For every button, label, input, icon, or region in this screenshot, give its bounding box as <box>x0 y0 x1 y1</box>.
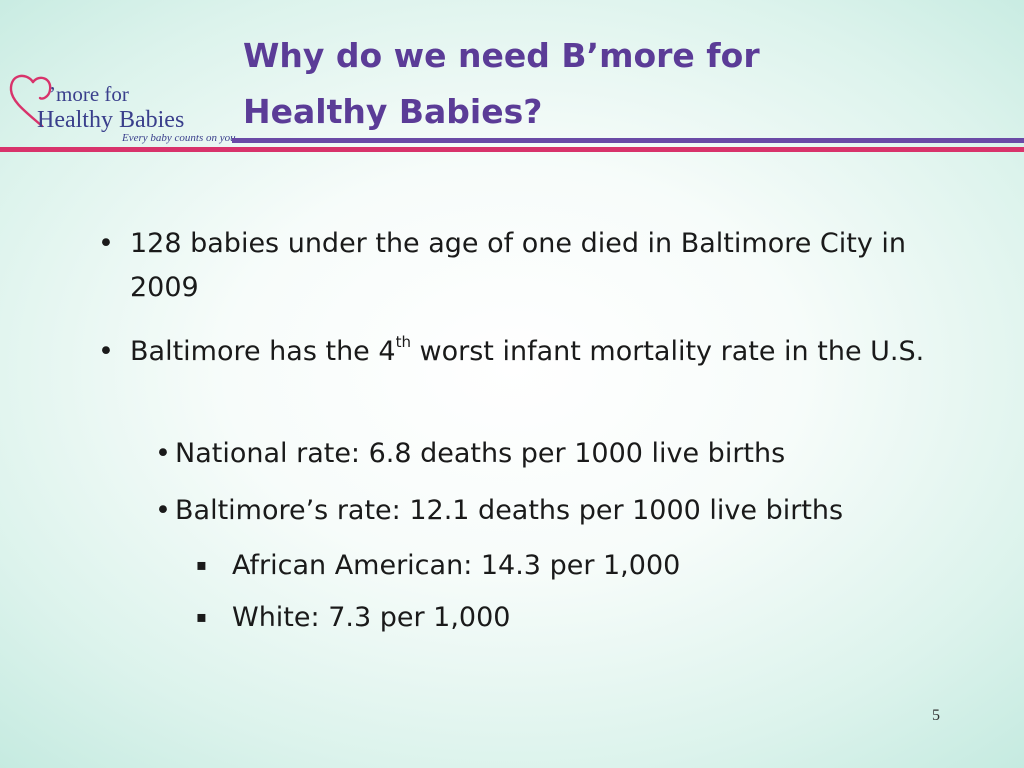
page-number: 5 <box>932 707 940 724</box>
bullet-marker: • <box>98 336 114 367</box>
bullet-2-text-after: worst infant mortality rate in the U.S. <box>410 336 925 367</box>
bullet-2-text: Baltimore has the 4th worst infant morta… <box>130 330 958 374</box>
sub-bullet-2: • Baltimore’s rate: 12.1 deaths per 1000 … <box>155 491 1015 531</box>
logo-text-healthy-babies: Healthy Babies <box>37 107 185 133</box>
bullet-2-text-before: Baltimore has the 4 <box>130 336 396 367</box>
logo: ’more for Healthy Babies Every baby coun… <box>6 70 236 150</box>
square-bullet-icon: ▪ <box>196 555 207 574</box>
sub-sub-bullet-2-text: White: 7.3 per 1,000 <box>232 602 511 633</box>
sub-bullet-1-text: National rate: 6.8 deaths per 1000 live … <box>175 438 786 469</box>
sub-sub-bullet-1: ▪ African American: 14.3 per 1,000 <box>196 545 996 586</box>
bullet-2-superscript: th <box>395 333 411 351</box>
sub-bullet-1: • National rate: 6.8 deaths per 1000 live… <box>155 434 1015 474</box>
bullet-1: • 128 babies under the age of one died i… <box>98 222 958 310</box>
title-rule-purple <box>232 138 1024 143</box>
sub-sub-bullet-1-text: African American: 14.3 per 1,000 <box>232 550 681 581</box>
square-bullet-icon: ▪ <box>196 607 207 626</box>
sub-bullet-marker: • <box>155 438 171 469</box>
bullet-marker: • <box>98 228 114 259</box>
heart-logo-icon <box>9 74 52 128</box>
slide-title-line-1: Why do we need B’more for <box>243 36 760 75</box>
sub-bullet-2-text: Baltimore’s rate: 12.1 deaths per 1000 l… <box>175 495 844 526</box>
logo-text-more-for: ’more for <box>49 82 129 106</box>
slide-title: Why do we need B’more for Healthy Babies… <box>243 28 943 140</box>
bullet-1-text: 128 babies under the age of one died in … <box>130 228 907 303</box>
bullet-2: • Baltimore has the 4th worst infant mor… <box>98 330 958 374</box>
sub-bullet-marker: • <box>155 495 171 526</box>
slide-title-line-2: Healthy Babies? <box>243 92 543 131</box>
sub-sub-bullet-2: ▪ White: 7.3 per 1,000 <box>196 597 996 638</box>
logo-tagline: Every baby counts on you <box>122 132 236 144</box>
title-rule-pink <box>0 147 1024 152</box>
